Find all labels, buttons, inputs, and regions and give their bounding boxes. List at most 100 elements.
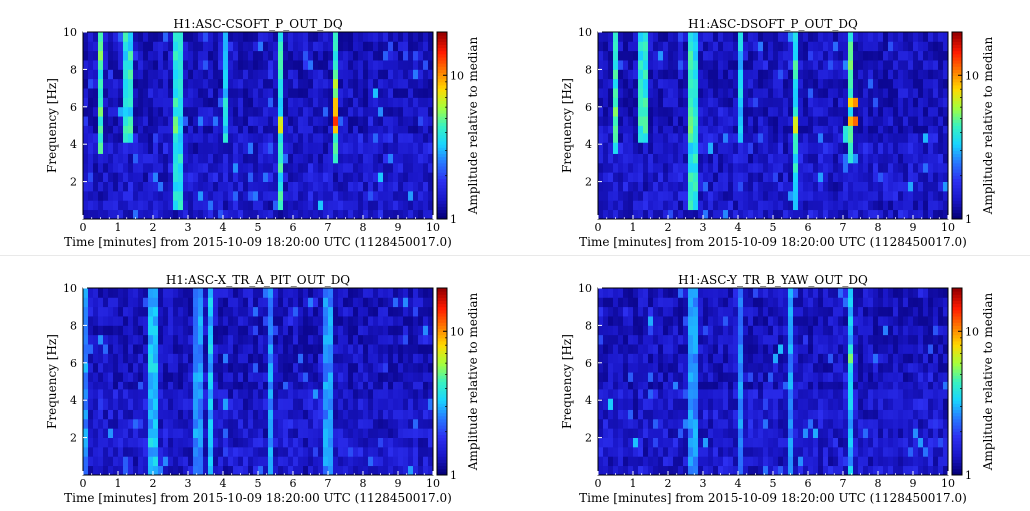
heatmap-cell xyxy=(233,41,239,52)
heatmap-cell xyxy=(928,60,934,70)
heatmap-cell xyxy=(198,132,204,143)
heatmap-cell xyxy=(93,325,99,336)
heatmap-cell xyxy=(348,153,354,164)
heatmap-cell xyxy=(128,153,134,164)
heatmap-cell xyxy=(293,209,299,220)
heatmap-cell xyxy=(908,116,914,126)
heatmap-cell xyxy=(98,362,104,373)
heatmap-cell xyxy=(848,125,854,134)
heatmap-cell xyxy=(658,32,664,42)
heatmap-cell xyxy=(913,78,919,89)
heatmap-cell xyxy=(323,398,329,410)
heatmap-cell xyxy=(763,60,769,70)
heatmap-cell xyxy=(153,132,159,143)
heatmap-cell xyxy=(418,50,424,61)
heatmap-cell xyxy=(773,446,779,457)
heatmap-cell xyxy=(858,60,864,70)
heatmap-cell xyxy=(668,132,674,143)
heatmap-cell xyxy=(218,60,224,70)
heatmap-cell xyxy=(368,418,374,429)
heatmap-cell xyxy=(893,69,899,80)
heatmap-cell xyxy=(278,142,284,154)
heatmap-cell xyxy=(143,437,149,448)
heatmap-cell xyxy=(833,142,839,154)
heatmap-cell xyxy=(233,344,239,354)
heatmap-cell xyxy=(718,97,724,108)
heatmap-cell xyxy=(103,106,109,117)
heatmap-cell xyxy=(353,209,359,220)
heatmap-cell xyxy=(233,60,239,70)
heatmap-cell xyxy=(888,32,894,42)
heatmap-cell xyxy=(148,344,154,354)
heatmap-cell xyxy=(378,125,384,134)
heatmap-cell xyxy=(878,181,884,192)
heatmap-cell xyxy=(133,181,139,192)
heatmap-cell xyxy=(863,162,869,173)
heatmap-cell xyxy=(818,456,824,467)
heatmap-cell xyxy=(133,32,139,42)
heatmap-cell xyxy=(158,465,164,476)
heatmap-cell xyxy=(263,78,269,89)
heatmap-cell xyxy=(228,362,234,373)
heatmap-cell xyxy=(148,69,154,80)
heatmap-cell xyxy=(258,153,264,164)
heatmap-cell xyxy=(228,418,234,429)
heatmap-cell xyxy=(153,428,159,438)
heatmap-cell xyxy=(598,106,604,117)
heatmap-cell xyxy=(388,325,394,336)
heatmap-cell xyxy=(153,153,159,164)
heatmap-cell xyxy=(213,69,219,80)
heatmap-cell xyxy=(98,398,104,410)
heatmap-cell xyxy=(83,60,89,70)
heatmap-cell xyxy=(823,181,829,192)
heatmap-cell xyxy=(423,344,429,354)
heatmap-cell xyxy=(758,446,764,457)
heatmap-cell xyxy=(133,334,139,345)
heatmap-cell xyxy=(178,398,184,410)
heatmap-cell xyxy=(693,142,699,154)
heatmap-cell xyxy=(118,97,124,108)
y-tick-label: 10 xyxy=(63,282,77,295)
heatmap-cell xyxy=(103,190,109,201)
heatmap-cell xyxy=(243,60,249,70)
heatmap-cell xyxy=(133,446,139,457)
heatmap-cell xyxy=(88,428,94,438)
heatmap-cell xyxy=(103,209,109,220)
heatmap-cell xyxy=(373,50,379,61)
heatmap-cell xyxy=(623,190,629,201)
heatmap-cell xyxy=(333,106,339,117)
heatmap-cell xyxy=(698,106,704,117)
colorbar-frame xyxy=(436,31,448,220)
heatmap-cell xyxy=(838,142,844,154)
heatmap-cell xyxy=(603,50,609,61)
heatmap-cell xyxy=(303,97,309,108)
heatmap-cell xyxy=(288,362,294,373)
heatmap-cell xyxy=(108,181,114,192)
heatmap-cell xyxy=(778,446,784,457)
heatmap-cell xyxy=(153,334,159,345)
colorbar-segment xyxy=(437,406,447,411)
heatmap-cell xyxy=(778,190,784,201)
heatmap-cell xyxy=(383,446,389,457)
heatmap-cell xyxy=(148,200,154,211)
heatmap-cell xyxy=(658,116,664,126)
heatmap-cell xyxy=(428,306,434,317)
heatmap-cell xyxy=(128,142,134,154)
heatmap-cell xyxy=(313,60,319,70)
heatmap-cell xyxy=(883,97,889,108)
heatmap-cell xyxy=(423,325,429,336)
heatmap-cell xyxy=(123,398,129,410)
heatmap-cell xyxy=(228,60,234,70)
heatmap-cell xyxy=(428,32,434,42)
x-tick-label: 2 xyxy=(665,221,672,234)
heatmap-cell xyxy=(243,78,249,89)
heatmap-cell xyxy=(368,97,374,108)
heatmap-cell xyxy=(88,78,94,89)
heatmap-cell xyxy=(363,209,369,220)
heatmap-cell xyxy=(373,32,379,42)
heatmap-cell xyxy=(188,437,194,448)
heatmap-cell xyxy=(213,78,219,89)
heatmap-cell xyxy=(418,334,424,345)
heatmap-cell xyxy=(823,41,829,52)
heatmap-cell xyxy=(873,125,879,134)
